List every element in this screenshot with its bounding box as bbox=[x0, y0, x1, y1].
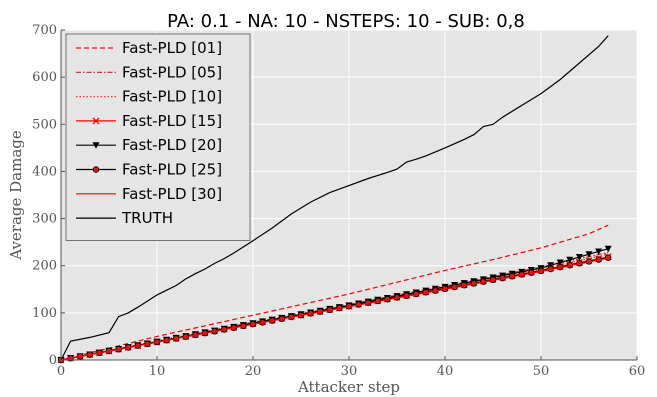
x-tick-label: 30 bbox=[341, 364, 358, 379]
legend-label: Fast-PLD [01] bbox=[122, 39, 222, 57]
y-tick-label: 600 bbox=[32, 70, 57, 85]
series-marker bbox=[585, 251, 593, 258]
series-line bbox=[60, 35, 609, 361]
legend-label: Fast-PLD [05] bbox=[122, 63, 222, 81]
legend-item: Fast-PLD [30] bbox=[76, 185, 222, 203]
series-marker bbox=[547, 262, 555, 269]
series-marker bbox=[566, 256, 574, 264]
y-tick-label: 300 bbox=[32, 212, 57, 227]
legend-label: Fast-PLD [15] bbox=[122, 112, 222, 130]
legend-item: Fast-PLD [10] bbox=[76, 88, 222, 106]
x-tick-label: 0 bbox=[57, 364, 65, 379]
legend-item: Fast-PLD [15] bbox=[76, 112, 222, 130]
x-tick-label: 20 bbox=[245, 364, 262, 379]
series-0 bbox=[60, 224, 609, 361]
series-line bbox=[60, 224, 609, 361]
series-marker bbox=[605, 254, 612, 261]
x-tick-label: 40 bbox=[437, 364, 454, 379]
series-marker bbox=[575, 254, 583, 261]
x-axis-label: Attacker step bbox=[297, 378, 400, 396]
series-line bbox=[60, 257, 609, 361]
legend-item: Fast-PLD [01] bbox=[76, 39, 222, 57]
chart-title: PA: 0.1 - NA: 10 - NSTEPS: 10 - SUB: 0,8 bbox=[167, 11, 525, 32]
legend: Fast-PLD [01] Fast-PLD [05] Fast-PLD [10] F… bbox=[65, 33, 251, 241]
y-tick-label: 0 bbox=[49, 353, 57, 368]
legend-label: TRUTH bbox=[121, 209, 173, 227]
legend-marker bbox=[92, 142, 100, 149]
series-7 bbox=[60, 35, 609, 361]
legend-box bbox=[65, 33, 251, 241]
legend-item: Fast-PLD [20] bbox=[76, 136, 222, 154]
y-tick-label: 500 bbox=[32, 117, 57, 132]
y-tick-label: 100 bbox=[32, 306, 57, 321]
y-tick-label: 700 bbox=[32, 23, 57, 38]
x-tick-label: 60 bbox=[629, 364, 646, 379]
series-marker bbox=[595, 248, 603, 256]
y-tick-label: 200 bbox=[32, 259, 57, 274]
legend-label: Fast-PLD [10] bbox=[122, 88, 222, 106]
legend-item: Fast-PLD [05] bbox=[76, 63, 222, 81]
x-tick-label: 10 bbox=[149, 364, 166, 379]
legend-item: Fast-PLD [25] bbox=[76, 161, 222, 179]
legend-item: TRUTH bbox=[76, 209, 173, 227]
series-marker bbox=[604, 245, 612, 253]
legend-label: Fast-PLD [25] bbox=[122, 161, 222, 179]
legend-label: Fast-PLD [20] bbox=[122, 136, 222, 154]
y-axis-label: Average Damage bbox=[7, 130, 25, 261]
legend-marker bbox=[92, 117, 100, 125]
legend-marker bbox=[92, 166, 100, 173]
x-tick-label: 50 bbox=[533, 364, 550, 379]
y-tick-label: 400 bbox=[32, 164, 57, 179]
series-marker bbox=[556, 259, 564, 267]
legend-label: Fast-PLD [30] bbox=[122, 185, 222, 203]
series-6 bbox=[60, 257, 609, 361]
